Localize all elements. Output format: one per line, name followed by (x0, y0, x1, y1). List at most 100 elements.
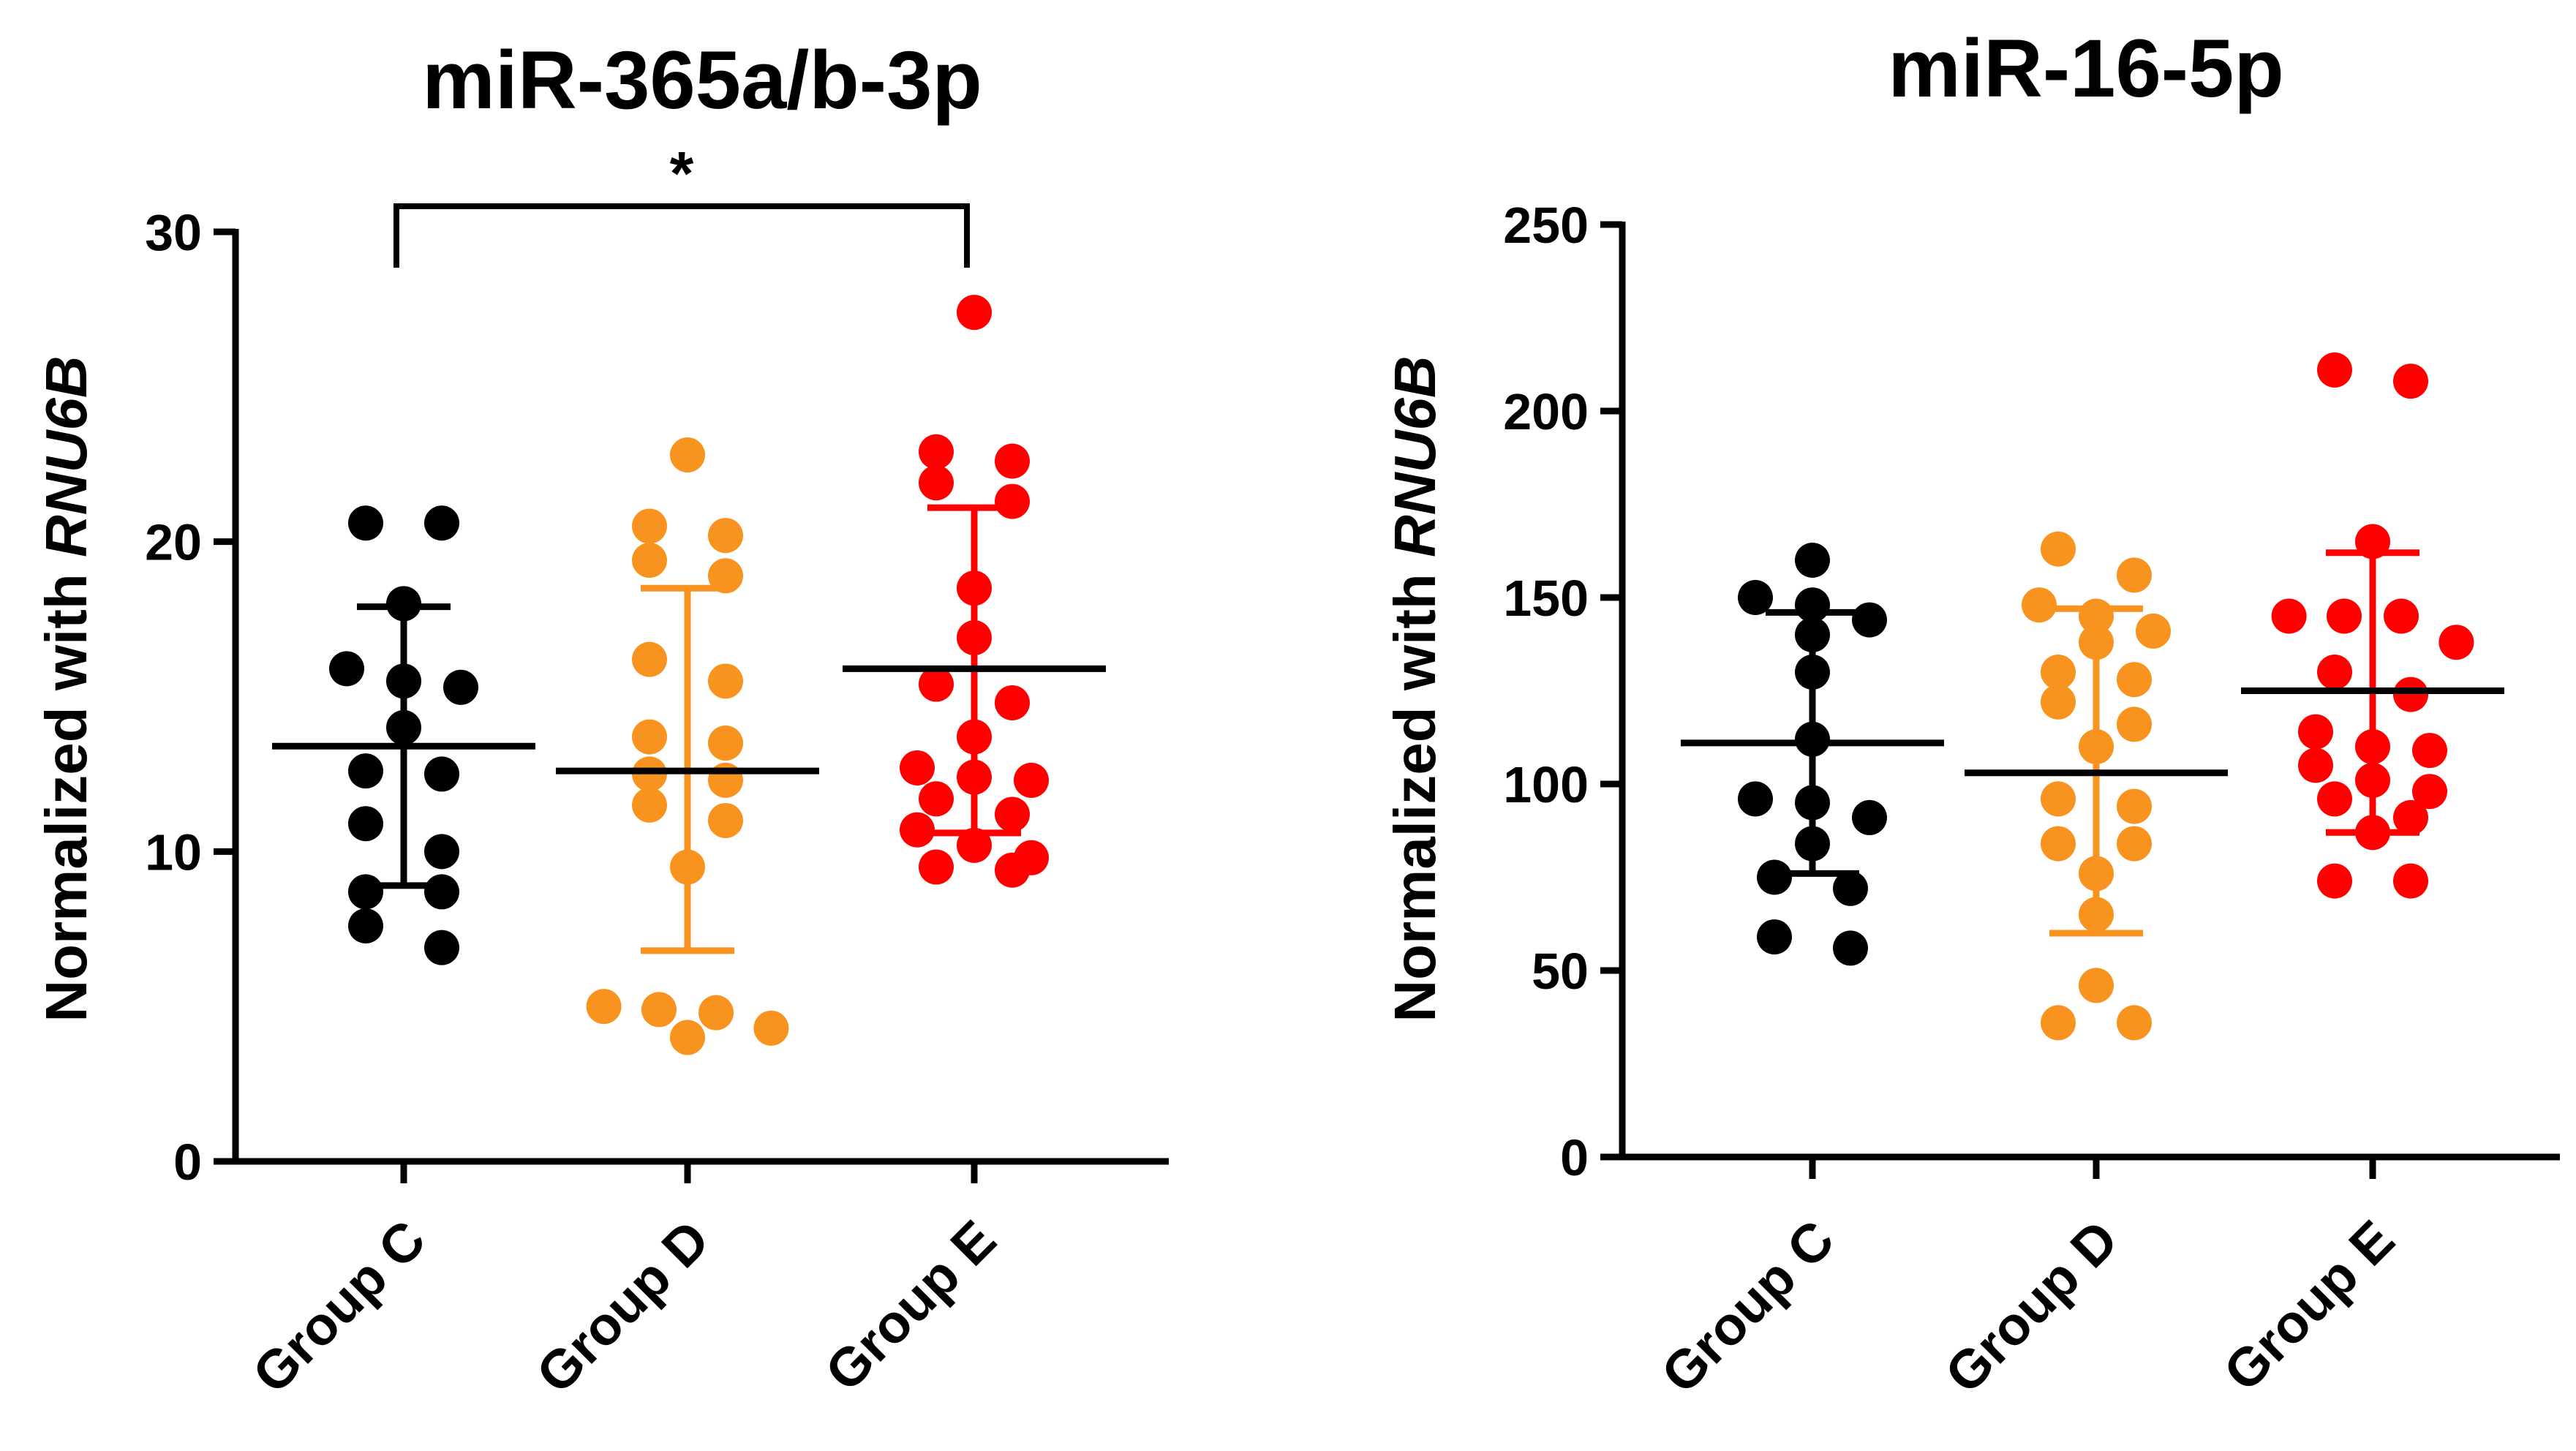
x-tick-label: Group D (1933, 1209, 2129, 1405)
data-point (995, 443, 1030, 479)
data-point (2041, 781, 2076, 817)
y-tick-label: 0 (1560, 1129, 1589, 1186)
chart-mir-365: miR-365a/b-3p Normalized with RNU6B 0 10 2… (34, 34, 1169, 1405)
significance-bracket (393, 203, 970, 268)
data-point (2317, 863, 2352, 899)
data-point (708, 726, 743, 761)
data-point (919, 465, 954, 501)
data-point (2041, 1005, 2076, 1041)
data-point (632, 508, 667, 544)
data-point (995, 796, 1030, 832)
y-axis-label: Normalized with RNU6B (1382, 355, 1447, 1022)
data-point (2041, 826, 2076, 862)
data-point (1833, 870, 1868, 906)
y-tick-label: 30 (145, 204, 202, 261)
x-tick-label: Group E (2212, 1209, 2406, 1403)
x-tick-label: Group E (813, 1209, 1007, 1403)
y-tick-label: 100 (1503, 756, 1589, 813)
data-point (2136, 613, 2171, 649)
data-point (424, 756, 459, 792)
data-point (2393, 799, 2428, 835)
y-axis-label-text: Normalized with (34, 557, 99, 1022)
data-point (670, 437, 705, 473)
data-point (708, 663, 743, 699)
chart-mir-16: miR-16-5p Normalized with RNU6B 0 50 100 15… (1382, 23, 2560, 1405)
data-point (2327, 598, 2362, 634)
chart-title: miR-16-5p (1888, 23, 2283, 114)
data-point (2041, 684, 2076, 720)
data-point (632, 543, 667, 578)
data-point (2117, 662, 2152, 698)
data-point (2117, 557, 2152, 593)
data-point (2271, 598, 2307, 634)
significance-label: * (670, 139, 694, 208)
data-point (919, 849, 954, 885)
data-point (348, 505, 383, 541)
data-point (2022, 587, 2057, 623)
y-axis-label: Normalized with RNU6B (34, 355, 99, 1022)
data-point (698, 995, 734, 1030)
data-point (1795, 543, 1830, 578)
series-group-e (2241, 352, 2504, 899)
data-point (424, 505, 459, 541)
data-point (753, 1010, 789, 1046)
data-point (2079, 968, 2114, 1003)
data-point (641, 992, 677, 1028)
data-point (348, 874, 383, 910)
data-point (443, 669, 478, 705)
y-tick-label: 200 (1503, 383, 1589, 440)
y-tick-label: 10 (145, 824, 202, 881)
data-point (424, 834, 459, 870)
data-point (2117, 1005, 2152, 1041)
y-axis-label-gene: RNU6B (1382, 355, 1447, 557)
x-tick-label: Group D (524, 1209, 720, 1405)
chart-title: miR-365a/b-3p (422, 34, 982, 126)
data-point (2041, 531, 2076, 567)
data-point (2412, 774, 2447, 810)
data-point (1852, 602, 1887, 638)
y-tick-label: 250 (1503, 197, 1589, 254)
data-point (329, 651, 364, 687)
data-point (2117, 706, 2152, 742)
series-group-c (272, 505, 535, 965)
data-point (995, 483, 1030, 519)
data-point (348, 908, 383, 944)
data-point (2412, 733, 2447, 769)
data-point (2117, 788, 2152, 824)
y-tick-label: 0 (173, 1134, 202, 1191)
data-point (708, 518, 743, 554)
series-group-d (556, 437, 819, 1055)
data-point (632, 787, 667, 823)
x-tick-label: Group C (241, 1209, 437, 1405)
data-point (2438, 625, 2474, 660)
y-axis-label-text: Normalized with (1382, 557, 1447, 1022)
data-point (2041, 655, 2076, 690)
data-point (1757, 859, 1792, 895)
data-point (1738, 580, 1773, 615)
y-tick-label: 150 (1503, 570, 1589, 627)
data-point (670, 1020, 705, 1055)
data-point (348, 806, 383, 842)
x-tick-label: Group C (1649, 1209, 1845, 1405)
data-point (919, 666, 954, 702)
data-point (995, 852, 1030, 888)
data-point (348, 753, 383, 789)
y-tick-label: 50 (1532, 943, 1589, 1000)
data-point (2393, 363, 2428, 399)
data-point (708, 558, 743, 594)
data-point (957, 295, 992, 331)
y-tick-label: 20 (145, 514, 202, 571)
data-point (995, 685, 1030, 720)
series-group-d (1965, 531, 2228, 1041)
data-point (424, 930, 459, 965)
y-axis-label-gene: RNU6B (34, 355, 99, 557)
data-point (632, 719, 667, 755)
data-point (1014, 762, 1049, 798)
data-point (1852, 799, 1887, 835)
data-point (900, 750, 935, 785)
data-point (2317, 655, 2352, 690)
data-point (1833, 930, 1868, 966)
data-point (900, 812, 935, 848)
series-group-e (843, 295, 1106, 888)
